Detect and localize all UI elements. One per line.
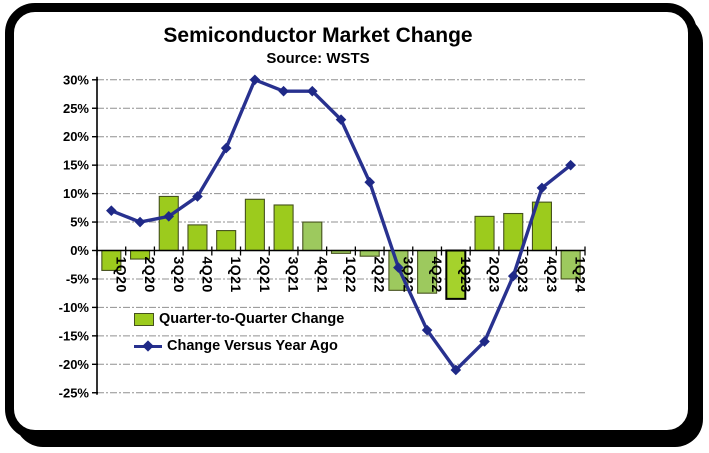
x-axis-label-1Q23: 1Q23 xyxy=(458,257,474,293)
y-axis-label: 5% xyxy=(70,215,89,230)
y-axis-label: -15% xyxy=(59,328,90,343)
bar-2Q22 xyxy=(359,249,380,257)
x-axis-label-4Q21: 4Q21 xyxy=(314,257,330,293)
yoy-marker-1Q22 xyxy=(335,114,347,125)
legend-item-quarter-to-quarter: Quarter-to-Quarter Change xyxy=(134,311,344,327)
yoy-marker-4Q22 xyxy=(421,324,433,336)
bar-3Q20 xyxy=(158,195,179,252)
legend-bar-swatch-icon xyxy=(134,312,154,326)
y-axis-label: -20% xyxy=(59,357,90,372)
yoy-marker-3Q22 xyxy=(393,262,404,273)
x-axis-label-2Q21: 2Q21 xyxy=(257,257,273,293)
x-axis-label-2Q22: 2Q22 xyxy=(372,257,388,293)
yoy-marker-1Q23 xyxy=(450,364,462,376)
legend-label-quarter-to-quarter: Quarter-to-Quarter Change xyxy=(159,311,345,327)
y-axis-label: 25% xyxy=(63,101,89,116)
x-axis-label-4Q20: 4Q20 xyxy=(199,257,215,293)
yoy-marker-4Q23 xyxy=(536,182,548,194)
x-axis-label-3Q23: 3Q23 xyxy=(515,257,531,293)
bar-4Q21 xyxy=(302,221,323,252)
bar-3Q23 xyxy=(503,212,524,252)
bar-2Q23 xyxy=(474,215,495,252)
yoy-marker-1Q24 xyxy=(565,159,576,171)
bar-2Q21 xyxy=(244,198,265,252)
x-axis-label-3Q21: 3Q21 xyxy=(286,257,302,293)
x-axis-label-4Q22: 4Q22 xyxy=(429,257,445,293)
chart-title: Semiconductor Market Change xyxy=(163,24,473,47)
x-axis-label-2Q23: 2Q23 xyxy=(487,257,503,293)
y-axis-label: -25% xyxy=(59,385,90,400)
bar-3Q21 xyxy=(273,204,294,252)
legend-line-diamond-icon xyxy=(134,340,162,352)
legend-label-year-ago: Change Versus Year Ago xyxy=(167,338,338,354)
y-axis-label: 10% xyxy=(63,186,89,201)
bar-4Q20 xyxy=(187,224,208,252)
bar-1Q21 xyxy=(216,230,237,252)
yoy-marker-3Q21 xyxy=(278,85,289,97)
x-axis-label-1Q22: 1Q22 xyxy=(343,257,359,293)
yoy-marker-3Q20 xyxy=(163,211,175,222)
x-axis-label-1Q20: 1Q20 xyxy=(113,257,129,293)
x-axis-label-4Q23: 4Q23 xyxy=(544,257,560,293)
yoy-marker-2Q20 xyxy=(134,216,146,228)
x-axis-label-1Q24: 1Q24 xyxy=(573,257,589,293)
legend-item-year-ago: Change Versus Year Ago xyxy=(134,338,344,354)
yoy-marker-4Q21 xyxy=(306,85,318,97)
y-axis-label: -10% xyxy=(59,300,90,315)
yoy-marker-4Q20 xyxy=(192,191,203,202)
y-axis-label: 0% xyxy=(70,243,89,258)
y-axis-label: -5% xyxy=(66,271,90,286)
chart-subtitle: Source: WSTS xyxy=(266,50,370,67)
yoy-marker-2Q21 xyxy=(249,74,261,86)
yoy-marker-1Q20 xyxy=(106,205,117,216)
y-axis-label: 15% xyxy=(63,158,89,173)
x-axis-label-1Q21: 1Q21 xyxy=(228,257,244,293)
yoy-marker-2Q23 xyxy=(479,336,490,347)
yoy-marker-2Q22 xyxy=(364,176,376,188)
x-axis-label-2Q20: 2Q20 xyxy=(142,257,158,293)
y-axis-label: 20% xyxy=(63,129,89,144)
x-axis-label-3Q20: 3Q20 xyxy=(171,257,187,293)
legend: Quarter-to-Quarter Change Change Versus … xyxy=(134,311,344,354)
rounded-card-frame xyxy=(5,3,697,439)
yoy-marker-3Q23 xyxy=(507,270,519,282)
yoy-marker-1Q21 xyxy=(220,142,232,154)
y-axis-label: 30% xyxy=(63,72,89,87)
